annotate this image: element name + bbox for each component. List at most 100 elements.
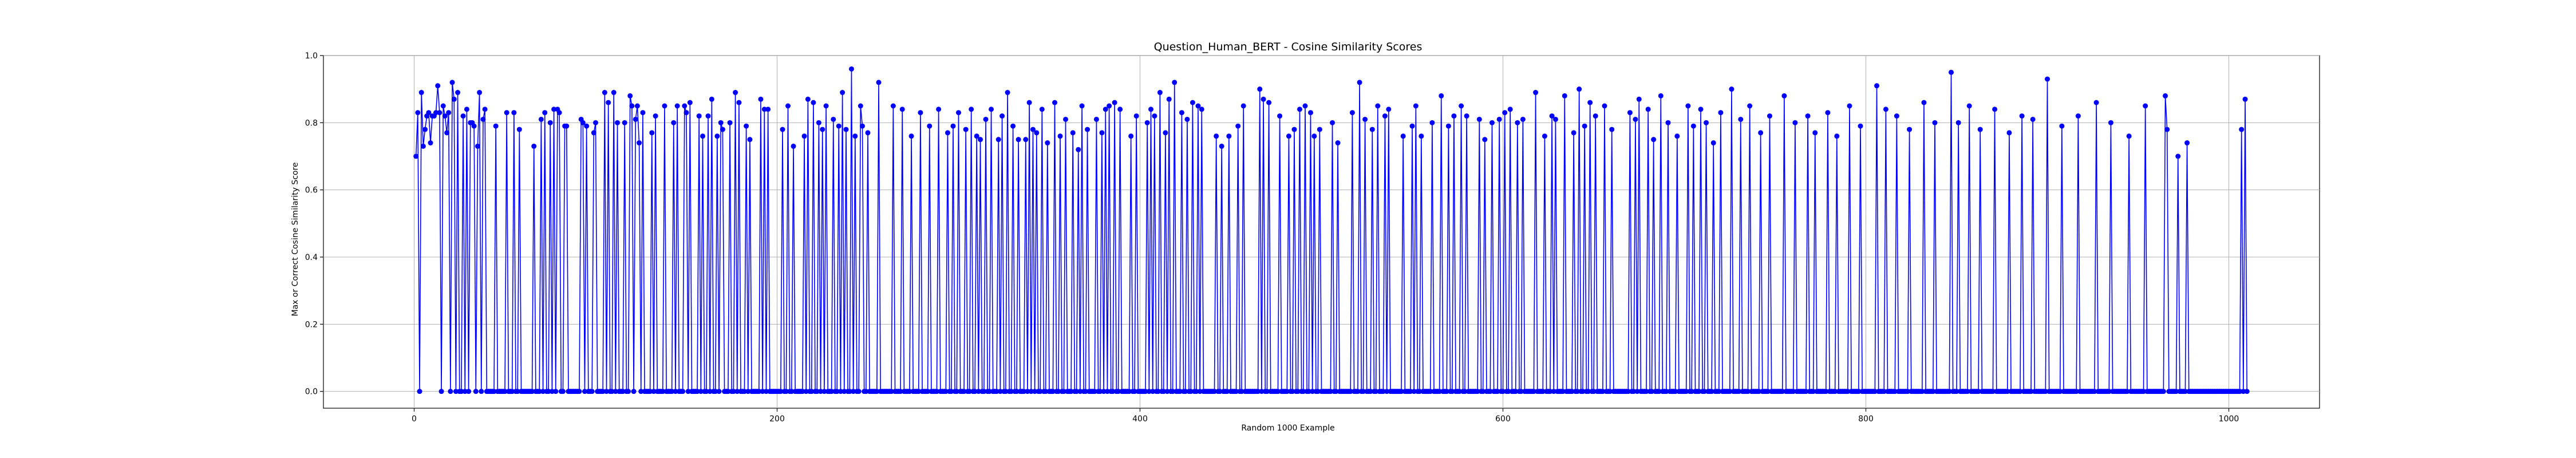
data-point xyxy=(858,103,863,109)
data-point xyxy=(685,389,691,394)
data-point xyxy=(705,113,711,119)
data-point xyxy=(2164,127,2170,132)
data-point xyxy=(662,103,667,109)
data-point xyxy=(1551,389,1556,394)
data-point xyxy=(1780,389,1785,394)
data-point xyxy=(602,90,607,96)
data-point xyxy=(1696,389,1702,394)
data-point xyxy=(606,100,611,105)
data-point xyxy=(745,389,751,394)
data-point xyxy=(856,389,862,394)
data-point xyxy=(589,389,595,394)
data-point xyxy=(851,389,856,394)
data-point xyxy=(1649,389,1654,394)
data-point xyxy=(660,389,666,394)
data-point xyxy=(1301,389,1306,394)
data-point xyxy=(1439,93,1444,98)
data-point xyxy=(449,80,455,85)
data-point-markers xyxy=(413,66,2250,394)
data-point xyxy=(2143,103,2148,109)
data-point xyxy=(898,389,903,394)
data-point xyxy=(1239,389,1244,394)
data-point xyxy=(564,123,570,129)
data-point xyxy=(417,389,422,394)
data-point xyxy=(1990,389,1996,394)
data-point xyxy=(1948,69,1954,75)
data-point xyxy=(604,389,610,394)
data-point xyxy=(680,389,686,394)
data-point xyxy=(1495,389,1500,394)
data-point xyxy=(2073,389,2079,394)
data-point xyxy=(2093,100,2099,105)
data-point xyxy=(1179,110,1184,116)
data-point xyxy=(2239,127,2245,132)
data-point xyxy=(1684,389,1689,394)
data-point xyxy=(1194,389,1199,394)
data-point xyxy=(1823,389,1829,394)
data-point xyxy=(803,389,809,394)
data-point xyxy=(638,389,644,394)
data-point xyxy=(1607,389,1613,394)
data-point xyxy=(1234,389,1239,394)
data-point xyxy=(994,389,999,394)
data-point xyxy=(2141,389,2147,394)
data-point xyxy=(1965,389,1970,394)
data-point xyxy=(600,389,606,394)
data-point xyxy=(2006,130,2012,136)
data-point xyxy=(462,389,468,394)
data-point xyxy=(1704,120,1709,125)
data-point xyxy=(950,123,956,129)
data-point xyxy=(2174,389,2179,394)
data-point xyxy=(1476,116,1482,122)
data-point xyxy=(876,80,882,85)
data-point xyxy=(2108,120,2113,125)
data-point xyxy=(674,103,680,109)
data-point xyxy=(1552,116,1558,122)
data-point xyxy=(1074,389,1080,394)
data-point xyxy=(1373,389,1379,394)
data-point xyxy=(1710,140,1716,146)
data-point xyxy=(1362,116,1368,122)
data-point xyxy=(1518,389,1524,394)
data-point xyxy=(1190,100,1195,105)
data-point xyxy=(651,389,657,394)
data-point xyxy=(709,96,714,102)
data-point xyxy=(471,123,477,129)
data-point xyxy=(653,113,658,119)
data-point xyxy=(1183,389,1188,394)
data-point xyxy=(1070,130,1076,136)
data-point xyxy=(426,110,432,116)
data-point xyxy=(1026,100,1032,105)
data-point xyxy=(1729,86,1735,92)
data-point xyxy=(1462,389,1468,394)
data-point xyxy=(865,130,871,136)
data-point xyxy=(1574,389,1580,394)
data-point xyxy=(418,90,424,96)
chart-title: Question_Human_BERT - Cosine Similarity … xyxy=(1154,41,1423,53)
data-point xyxy=(1310,389,1315,394)
data-point xyxy=(1398,389,1404,394)
data-point xyxy=(1348,389,1353,394)
data-point xyxy=(820,127,825,132)
data-point xyxy=(1954,389,1959,394)
data-point xyxy=(1386,106,1392,112)
data-point xyxy=(1056,389,1061,394)
data-point xyxy=(2124,389,2130,394)
data-point xyxy=(1307,110,1313,116)
data-point xyxy=(1531,389,1536,394)
data-point xyxy=(1117,106,1123,112)
data-point xyxy=(1311,133,1317,139)
data-point xyxy=(669,389,675,394)
data-point xyxy=(1275,389,1281,394)
data-point xyxy=(1791,389,1796,394)
data-point xyxy=(459,389,464,394)
data-point xyxy=(1489,120,1495,125)
data-point xyxy=(1077,389,1083,394)
data-point xyxy=(713,389,718,394)
data-point xyxy=(736,100,742,105)
data-point xyxy=(435,83,441,89)
data-point xyxy=(531,143,537,149)
data-point xyxy=(553,389,559,394)
data-point xyxy=(1656,389,1662,394)
data-point xyxy=(2184,140,2190,146)
